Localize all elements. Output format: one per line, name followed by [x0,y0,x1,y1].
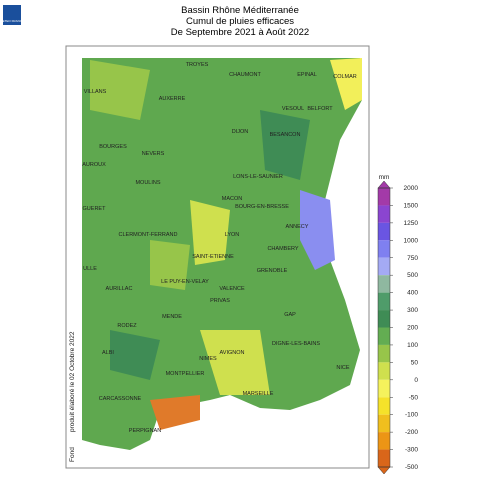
city-label: COLMAR [333,74,357,80]
legend-swatch [378,432,390,450]
city-label: ALBI [102,350,114,356]
city-label: PRIVAS [210,298,230,304]
city-label: RODEZ [117,323,137,329]
legend-unit: mm [379,174,390,181]
legend-arrow-top [377,180,391,189]
logo [3,5,21,25]
city-label: MENDE [162,314,182,320]
legend-label: 1250 [404,220,419,227]
legend-label: -300 [405,447,418,454]
legend-label: 1000 [404,237,419,244]
map [82,58,362,450]
legend-swatch [378,188,390,206]
title: Bassin Rhône Méditerranée [181,5,299,16]
city-label: PERPIGNAN [129,428,161,434]
legend-arrow-bottom [377,466,391,475]
city-label: EPINAL [297,72,317,78]
city-label: MARSEILLE [243,391,274,397]
city-label: CHAMBERY [267,246,298,252]
city-label: NICE [336,365,349,371]
city-label: NEVERS [142,151,165,157]
side-note: produit élaboré le 02 Octobre 2022 [69,331,76,432]
city-label: VALENCE [219,286,245,292]
city-label: BOURG-EN-BRESSE [235,204,289,210]
logo-text: METEO FRANCE [0,19,24,23]
legend-label: 500 [407,272,418,279]
legend-swatch [378,362,390,380]
city-label: SAINT-ETIENNE [192,254,234,260]
legend-swatch [378,379,390,398]
legend-swatch [378,292,390,311]
city-label: VESOUL [282,106,304,112]
legend-swatch [378,344,390,363]
legend-label: 50 [411,359,419,366]
legend-label: 100 [407,342,418,349]
legend-swatch [378,222,390,241]
legend-swatch [378,205,390,223]
city-label: DIJON [232,129,249,135]
city-label: MOULINS [135,180,160,186]
legend-label: 750 [407,255,418,262]
legend-label: 400 [407,290,418,297]
legend-swatch [378,257,390,276]
city-label: GUERET [83,206,107,212]
city-label: BELFORT [307,106,333,112]
legend-label: -50 [409,394,419,401]
legend-label: 300 [407,307,418,314]
frame [65,45,370,469]
city-label: GAP [284,312,296,318]
legend-swatch [378,449,390,467]
subtitle: Cumul de pluies efficaces [186,16,294,27]
city-label: NIMES [199,356,217,362]
city-label: LE PUY-EN-VELAY [161,279,209,285]
legend-label: 200 [407,325,418,332]
city-label: ANNECY [286,224,309,230]
city-label: LONS-LE-SAUNIER [233,174,283,180]
period: De Septembre 2021 à Août 2022 [171,27,309,38]
city-label: LYON [225,232,240,238]
legend-swatch [378,327,390,345]
city-label: GRENOBLE [257,268,288,274]
legend-label: 1500 [404,202,419,209]
legend-label: -500 [405,464,418,471]
legend-swatch [378,397,390,415]
legend-swatch [378,240,390,258]
city-label: AUXERRE [159,96,186,102]
city-label: CHAUMONT [229,72,261,78]
city-label: AVIGNON [220,350,245,356]
city-label: AUROUX [82,162,106,168]
city-label: DIGNE-LES-BAINS [272,341,320,347]
legend-label: 0 [414,377,418,384]
legend-swatch [378,414,390,433]
legend-swatch [378,275,390,293]
city-label: BESANCON [270,132,301,138]
city-label: MACON [222,196,243,202]
city-label: TROYES [186,62,209,68]
city-label: BOURGES [99,144,127,150]
legend-label: -200 [405,429,418,436]
side-source: Fond [69,447,76,462]
legend-swatch [378,310,390,328]
city-label: MONTPELLIER [166,371,205,377]
city-label: AURILLAC [106,286,133,292]
legend-label: -100 [405,412,418,419]
city-label: VILLANS [84,89,107,95]
city-label: CLERMONT-FERRAND [119,232,178,238]
city-label: ULLE [83,266,97,272]
city-label: CARCASSONNE [99,396,142,402]
legend-label: 2000 [404,185,419,192]
